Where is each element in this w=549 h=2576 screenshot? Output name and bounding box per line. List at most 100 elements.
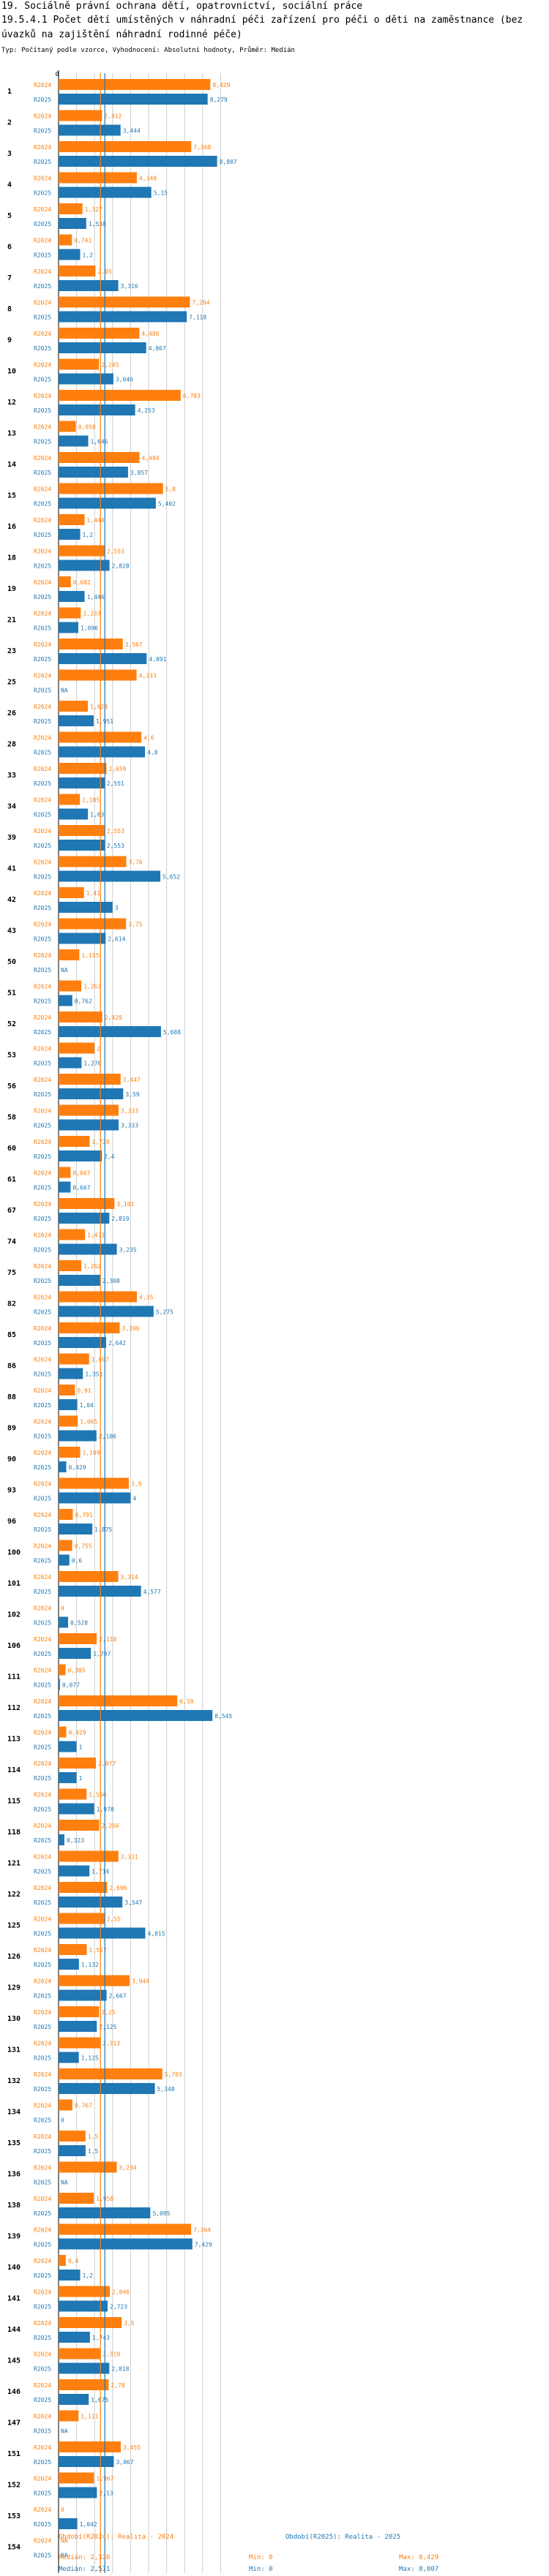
na-label: NA <box>61 967 68 973</box>
bar-r2024 <box>59 1664 66 1676</box>
bar-r2025 <box>59 1461 67 1472</box>
data-label: 3,396 <box>122 1325 140 1332</box>
bar-r2025 <box>59 591 85 602</box>
bar-r2024 <box>59 1758 97 1769</box>
bar-r2024 <box>59 2099 72 2111</box>
series-row-label: R2025 <box>34 718 51 725</box>
series-row-label: R2024 <box>34 2414 51 2420</box>
series-row-label: R2025 <box>34 532 51 538</box>
bar-r2024 <box>59 1726 67 1738</box>
series-row-label: R2025 <box>34 1061 51 1067</box>
category-label: 89 <box>7 1425 16 1433</box>
series-row-label: R2025 <box>34 1713 51 1720</box>
series-row-label: R2024 <box>34 1201 51 1208</box>
series-row-label: R2024 <box>34 2041 51 2047</box>
category-label: 51 <box>7 990 16 998</box>
series-row-label: R2024 <box>34 2009 51 2016</box>
series-row-label: R2024 <box>34 1139 51 1145</box>
chart-note: Typ: Počítaný podle vzorce, Vyhodnocení:… <box>1 47 295 54</box>
series-row-label: R2025 <box>34 2459 51 2466</box>
data-label: 4,6 <box>143 735 154 742</box>
data-label: 2,667 <box>109 1993 127 2000</box>
series-row-label: R2025 <box>34 1869 51 1875</box>
bar-r2024 <box>59 576 71 587</box>
data-label: 3,333 <box>121 1123 138 1129</box>
data-label: 2,723 <box>110 2304 127 2311</box>
series-row-label: R2024 <box>34 2382 51 2389</box>
category-label: 14 <box>7 461 16 469</box>
category-label: 88 <box>7 1393 16 1401</box>
data-label: 2,78 <box>111 2382 124 2389</box>
bar-r2024 <box>59 1167 71 1178</box>
series-row-label: R2025 <box>34 2490 51 2497</box>
category-label: 1 <box>7 88 12 96</box>
series-row-label: R2025 <box>34 1620 51 1627</box>
bar-r2024 <box>59 887 84 898</box>
category-label: 147 <box>7 2419 20 2428</box>
data-label: 2,118 <box>99 1636 116 1643</box>
bar-r2025 <box>59 404 135 415</box>
series-row-label: R2025 <box>34 1309 51 1316</box>
bar-r2024 <box>59 545 105 557</box>
category-label: 139 <box>7 2233 20 2241</box>
series-row-label: R2025 <box>34 1993 51 2000</box>
data-label: 5,8 <box>165 486 176 493</box>
category-label: 5 <box>7 212 12 220</box>
data-label: 3,547 <box>124 1899 142 1906</box>
series-row-label: R2025 <box>34 2272 51 2279</box>
data-label: 4 <box>132 1496 136 1502</box>
series-row-label: R2025 <box>34 1496 51 1502</box>
bar-r2025 <box>59 2052 79 2063</box>
bar-r2025 <box>59 249 81 260</box>
category-label: 146 <box>7 2388 20 2396</box>
data-label: 1,125 <box>81 2055 99 2062</box>
data-label: 1,262 <box>83 1263 101 1270</box>
data-label: 5,095 <box>152 2210 170 2217</box>
data-label: 4,253 <box>138 407 155 414</box>
bar-r2025 <box>59 840 105 851</box>
series-row-label: R2024 <box>34 2196 51 2202</box>
data-label: 1,556 <box>89 1792 106 1799</box>
bar-r2024 <box>59 390 181 401</box>
bar-r2024 <box>59 2317 122 2328</box>
category-label: 75 <box>7 1269 16 1277</box>
series-row-label: R2025 <box>34 2521 51 2528</box>
series-row-label: R2025 <box>34 1371 51 1378</box>
r2025-min: Min: 0 <box>249 2566 273 2573</box>
bar-r2025 <box>59 1710 213 1721</box>
category-label: 90 <box>7 1455 16 1464</box>
category-label: 154 <box>7 2544 20 2552</box>
data-label: 3,567 <box>125 641 143 648</box>
data-label: 2 <box>97 1046 100 1052</box>
series-row-label: R2025 <box>34 1589 51 1595</box>
series-row-label: R2025 <box>34 345 51 352</box>
series-row-label: R2025 <box>34 967 51 973</box>
series-row-label: R2025 <box>34 625 51 632</box>
data-label: 0,91 <box>77 1387 91 1394</box>
series-row-label: R2025 <box>34 1153 51 1160</box>
data-label: 3 <box>115 905 119 911</box>
bar-r2025 <box>59 1834 64 1845</box>
data-label: 0,4 <box>68 2258 79 2264</box>
series-row-label: R2024 <box>34 2258 51 2264</box>
category-label: 112 <box>7 1704 20 1712</box>
series-row-label: R2024 <box>34 1232 51 1239</box>
r2025-median: Medián: 2,571 <box>59 2566 111 2573</box>
bar-r2024 <box>59 1540 72 1551</box>
series-row-label: R2024 <box>34 859 51 866</box>
bar-r2024 <box>59 2193 94 2204</box>
category-label: 7 <box>7 274 12 282</box>
data-label: 0,767 <box>75 2103 92 2109</box>
series-row-label: R2024 <box>34 2538 51 2545</box>
series-row-label: R2024 <box>34 1947 51 1954</box>
series-row-label: R2025 <box>34 563 51 570</box>
series-row-label: R2024 <box>34 579 51 586</box>
bar-r2025 <box>59 1399 78 1410</box>
series-row-label: R2024 <box>34 797 51 804</box>
series-row-label: R2025 <box>34 128 51 135</box>
category-label: 138 <box>7 2202 20 2210</box>
category-label: 25 <box>7 679 16 687</box>
series-row-label: R2025 <box>34 2242 51 2248</box>
bar-r2025 <box>59 1275 100 1286</box>
series-row-label: R2025 <box>34 377 51 383</box>
